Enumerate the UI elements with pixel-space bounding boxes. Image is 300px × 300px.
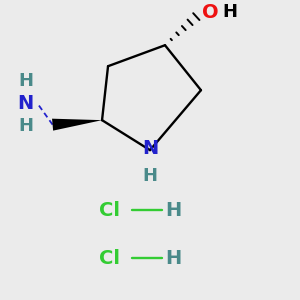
Text: Cl: Cl — [99, 201, 120, 220]
Text: N: N — [142, 139, 158, 158]
Text: H: H — [18, 72, 33, 90]
Text: H: H — [165, 248, 181, 268]
Text: O: O — [202, 3, 219, 22]
Text: Cl: Cl — [99, 248, 120, 268]
Text: H: H — [142, 167, 158, 184]
Text: N: N — [17, 94, 34, 113]
Text: H: H — [222, 3, 237, 21]
Text: H: H — [165, 201, 181, 220]
Polygon shape — [52, 119, 102, 130]
Text: H: H — [18, 117, 33, 135]
